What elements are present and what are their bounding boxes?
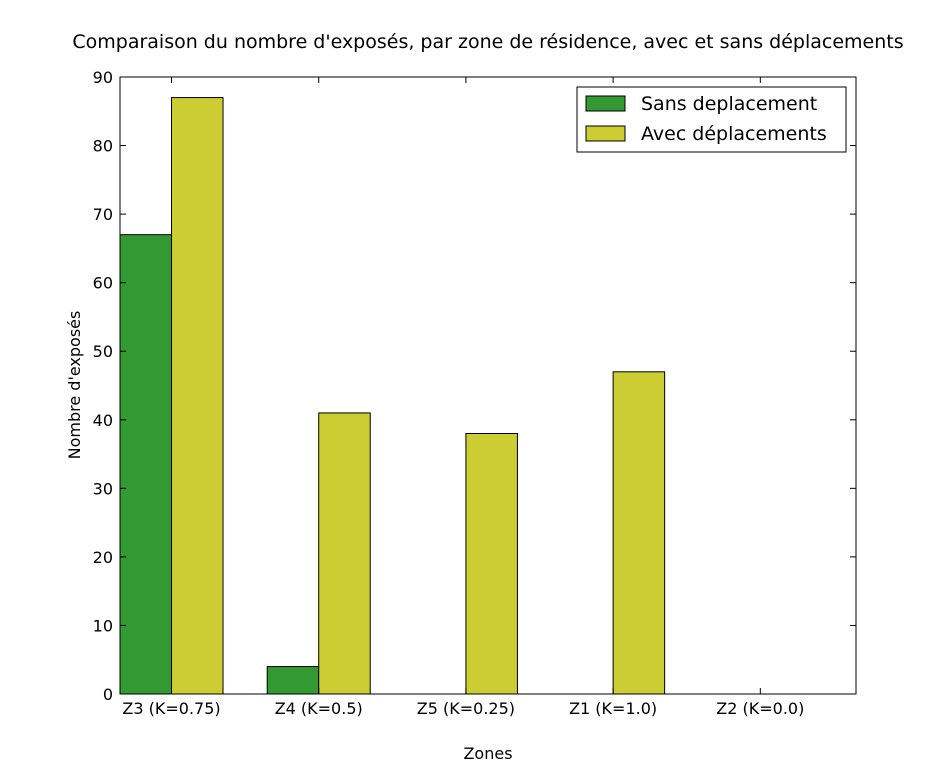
- y-tick-label: 70: [93, 205, 113, 224]
- x-tick-label: Z4 (K=0.5): [275, 699, 363, 718]
- x-tick-label: Z3 (K=0.75): [122, 699, 220, 718]
- legend-label-sans-deplacement: Sans deplacement: [641, 93, 817, 115]
- bar-avec-d-placements-z1-k-1-0: [612, 371, 666, 695]
- y-tick-label: 20: [93, 548, 113, 567]
- x-axis-ticks: Z3 (K=0.75) Z4 (K=0.5) Z5 (K=0.25) Z1 (K=1.…: [122, 77, 804, 718]
- x-axis-label: Zones: [463, 744, 512, 763]
- bar-avec-d-placements-z4-k-0-5: [318, 412, 371, 695]
- y-tick-label: 90: [93, 68, 113, 87]
- chart-title: Comparaison du nombre d'exposés, par zon…: [72, 31, 903, 53]
- y-tick-label: 80: [93, 137, 113, 156]
- y-tick-label: 0: [103, 685, 113, 704]
- legend-label-avec-deplacements: Avec déplacements: [641, 123, 827, 145]
- y-tick-label: 30: [93, 479, 113, 498]
- y-tick-label: 50: [93, 342, 113, 361]
- plot-frame: [119, 76, 857, 695]
- legend-swatch-avec-deplacements: [585, 125, 626, 142]
- legend: Sans deplacement Avec déplacements: [576, 86, 847, 153]
- y-tick-label: 60: [93, 274, 113, 293]
- bar-sans-deplacement-z4-k-0-5: [266, 666, 320, 695]
- y-axis-label: Nombre d'exposés: [65, 311, 84, 460]
- x-tick-label: Z5 (K=0.25): [417, 699, 515, 718]
- legend-swatch-sans-deplacement: [585, 95, 626, 112]
- y-tick-label: 10: [93, 616, 113, 635]
- x-tick-label: Z2 (K=0.0): [716, 699, 804, 718]
- y-tick-label: 40: [93, 411, 113, 430]
- x-tick-label: Z1 (K=1.0): [569, 699, 657, 718]
- bar-sans-deplacement-z3-k-0-75: [119, 234, 173, 695]
- bar-avec-d-placements-z5-k-0-25: [465, 432, 518, 695]
- y-axis-ticks: 0 10 20 30 40 50 60 70 80 90: [93, 68, 856, 704]
- bars-layer: [119, 97, 666, 695]
- bar-avec-d-placements-z3-k-0-75: [171, 97, 224, 695]
